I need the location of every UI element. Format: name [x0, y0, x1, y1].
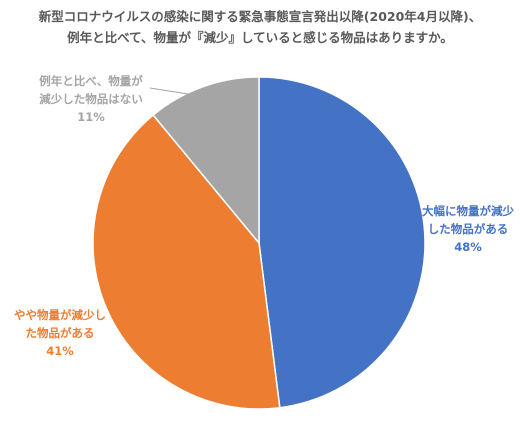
data-label-slice-1: 大幅に物量が減少 した物品がある 48% — [418, 202, 518, 256]
data-label-slice-1-line-1: 大幅に物量が減少 — [422, 204, 514, 218]
data-label-slice-1-line-2: した物品がある — [427, 222, 509, 236]
data-label-slice-3-line-2: 減少した物品はない — [39, 92, 143, 106]
pie-slice-2 — [92, 114, 281, 410]
pie-slice-1 — [258, 76, 426, 409]
chart-title-line-1: 新型コロナウイルスの感染に関する緊急事態宣言発出以降(2020年4月以降)、 — [38, 9, 482, 24]
data-label-slice-1-value: 48% — [454, 240, 482, 254]
pie-slice-3 — [152, 76, 260, 246]
data-label-slice-3-line-1: 例年と比べ、物量が — [39, 74, 143, 88]
leader-line-slice-3 — [149, 87, 189, 95]
data-label-slice-2-value: 41% — [46, 344, 74, 358]
data-label-slice-3: 例年と比べ、物量が 減少した物品はない 11% — [36, 72, 146, 126]
data-label-slice-2: やや物量が減少し た物品がある 41% — [0, 306, 120, 360]
chart-title-line-2: 例年と比べて、物量が『減少』していると感じる物品はありますか。 — [67, 30, 453, 45]
data-label-slice-2-line-2: た物品がある — [25, 326, 95, 340]
chart-title: 新型コロナウイルスの感染に関する緊急事態宣言発出以降(2020年4月以降)、 例… — [0, 6, 520, 48]
data-label-slice-2-line-1: やや物量が減少し — [14, 308, 106, 322]
data-label-slice-3-value: 11% — [77, 110, 105, 124]
